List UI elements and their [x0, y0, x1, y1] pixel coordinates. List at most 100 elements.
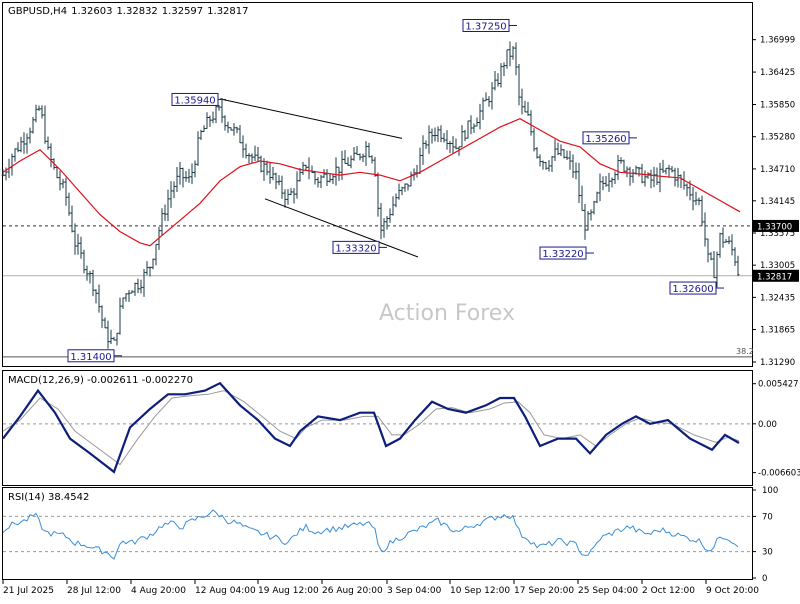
time-axis-label: 26 Aug 20:00: [322, 586, 383, 596]
ohlc-bar: [589, 209, 593, 221]
ohlc-bar: [64, 177, 68, 206]
annotation-box: [539, 246, 587, 260]
time-axis-label: 2 Oct 12:00: [642, 586, 695, 596]
ohlc-bar: [439, 125, 443, 143]
price-axis-label: 1.35850: [760, 101, 795, 111]
annotation-label: 1.35940: [174, 95, 215, 106]
ohlc-bar: [451, 136, 455, 154]
annotation-label: 1.37250: [465, 22, 506, 33]
current-price-tag-label: 1.32817: [757, 272, 792, 282]
ohlc-bar: [31, 117, 35, 134]
ohlc-bar: [202, 125, 206, 133]
ohlc-bar: [469, 115, 473, 135]
rsi-axis-label: 30: [762, 548, 773, 558]
ohlc-bar: [718, 232, 722, 258]
ohlc-bar: [379, 203, 383, 240]
annotation-box: [582, 131, 630, 145]
ohlc-bar: [649, 169, 653, 189]
ohlc-bar: [457, 146, 461, 156]
macd-axis-label: 0.00: [758, 420, 777, 430]
ohlc-bar: [235, 126, 239, 134]
ohlc-bar: [19, 136, 23, 153]
ohlc-bar: [172, 181, 176, 199]
ohlc-bar: [292, 188, 296, 204]
ohlc-bar: [325, 169, 329, 186]
ohlc-bar: [181, 167, 185, 188]
time-axis-label: 12 Aug 04:00: [195, 586, 256, 596]
price-line-tag: [753, 219, 799, 232]
ohlc-bar: [715, 251, 719, 288]
annotation-label: 1.31400: [70, 352, 111, 363]
ohlc-bar: [394, 193, 398, 208]
ohlc-bar: [670, 165, 674, 173]
ohlc-bar: [139, 279, 143, 294]
ohlc-bar: [361, 153, 365, 163]
ohlc-bar: [517, 63, 521, 106]
ohlc-bar: [286, 189, 290, 205]
macd-panel-frame: [2, 370, 753, 486]
ohlc-bar: [82, 249, 86, 274]
ohlc-bar: [466, 120, 470, 139]
ohlc-bar: [112, 336, 116, 341]
ohlc-bar: [70, 205, 74, 233]
time-axis-label: 21 Jul 2025: [3, 586, 54, 596]
current-price-tag: [753, 269, 799, 282]
ohlc-bar: [160, 208, 164, 235]
price-axis-label: 1.31290: [760, 358, 795, 368]
ohlc-bar: [598, 173, 602, 202]
ohlc-bar: [148, 266, 152, 277]
ohlc-bar: [712, 250, 716, 279]
ohlc-bar: [196, 131, 200, 166]
ohlc-bar: [358, 153, 362, 161]
ohlc-bar: [190, 163, 194, 185]
ohlc-bar: [1, 169, 5, 177]
ohlc-bar: [43, 105, 47, 144]
rsi-axis-label: 100: [762, 486, 778, 496]
ohlc-bar: [256, 147, 260, 162]
ohlc-bar: [85, 265, 89, 281]
ohlc-bar: [364, 141, 368, 166]
ohlc-bar: [208, 115, 212, 127]
ohlc-bar: [16, 142, 20, 153]
ohlc-bar: [187, 168, 191, 183]
ohlc-bar: [502, 62, 506, 77]
ohlc-bar: [322, 169, 326, 178]
price-axis-label: 1.35280: [760, 133, 795, 143]
ohlc-bar: [280, 175, 284, 199]
ohlc-bar: [499, 63, 503, 88]
rsi-line: [2, 509, 739, 560]
ohlc-bar: [376, 172, 380, 217]
ohlc-bar: [154, 243, 158, 266]
ohlc-bar: [493, 71, 497, 91]
ohlc-bar: [331, 173, 335, 184]
ohlc-bar: [523, 100, 527, 113]
ohlc-bar: [433, 127, 437, 142]
ohlc-bar: [406, 183, 410, 191]
ohlc-bar: [91, 269, 95, 297]
ohlc-bar: [442, 133, 446, 143]
ohlc-bar: [700, 195, 704, 227]
ohlc-bar: [505, 49, 509, 69]
ohlc-bar: [487, 96, 491, 107]
macd-signal-line: [2, 390, 740, 466]
ohlc-bar: [583, 203, 587, 240]
ohlc-bar: [703, 212, 707, 247]
ohlc-bar: [205, 112, 209, 129]
annotation-box: [332, 240, 380, 254]
ohlc-bar: [646, 172, 650, 179]
time-axis-label: 17 Sep 20:00: [514, 586, 574, 596]
ohlc-bar: [511, 45, 515, 60]
rsi-panel-frame: [2, 487, 753, 580]
ohlc-bar: [565, 150, 569, 160]
ohlc-bar: [106, 320, 110, 349]
ohlc-bar: [253, 145, 257, 162]
ohlc-bar: [28, 127, 32, 144]
moving-average-line: [2, 118, 741, 247]
ohlc-bar: [79, 236, 83, 259]
ohlc-bar: [661, 159, 665, 173]
ohlc-bar: [736, 255, 740, 277]
ohlc-bar: [58, 170, 62, 191]
ohlc-bar: [604, 175, 608, 187]
ohlc-bar: [295, 171, 299, 199]
